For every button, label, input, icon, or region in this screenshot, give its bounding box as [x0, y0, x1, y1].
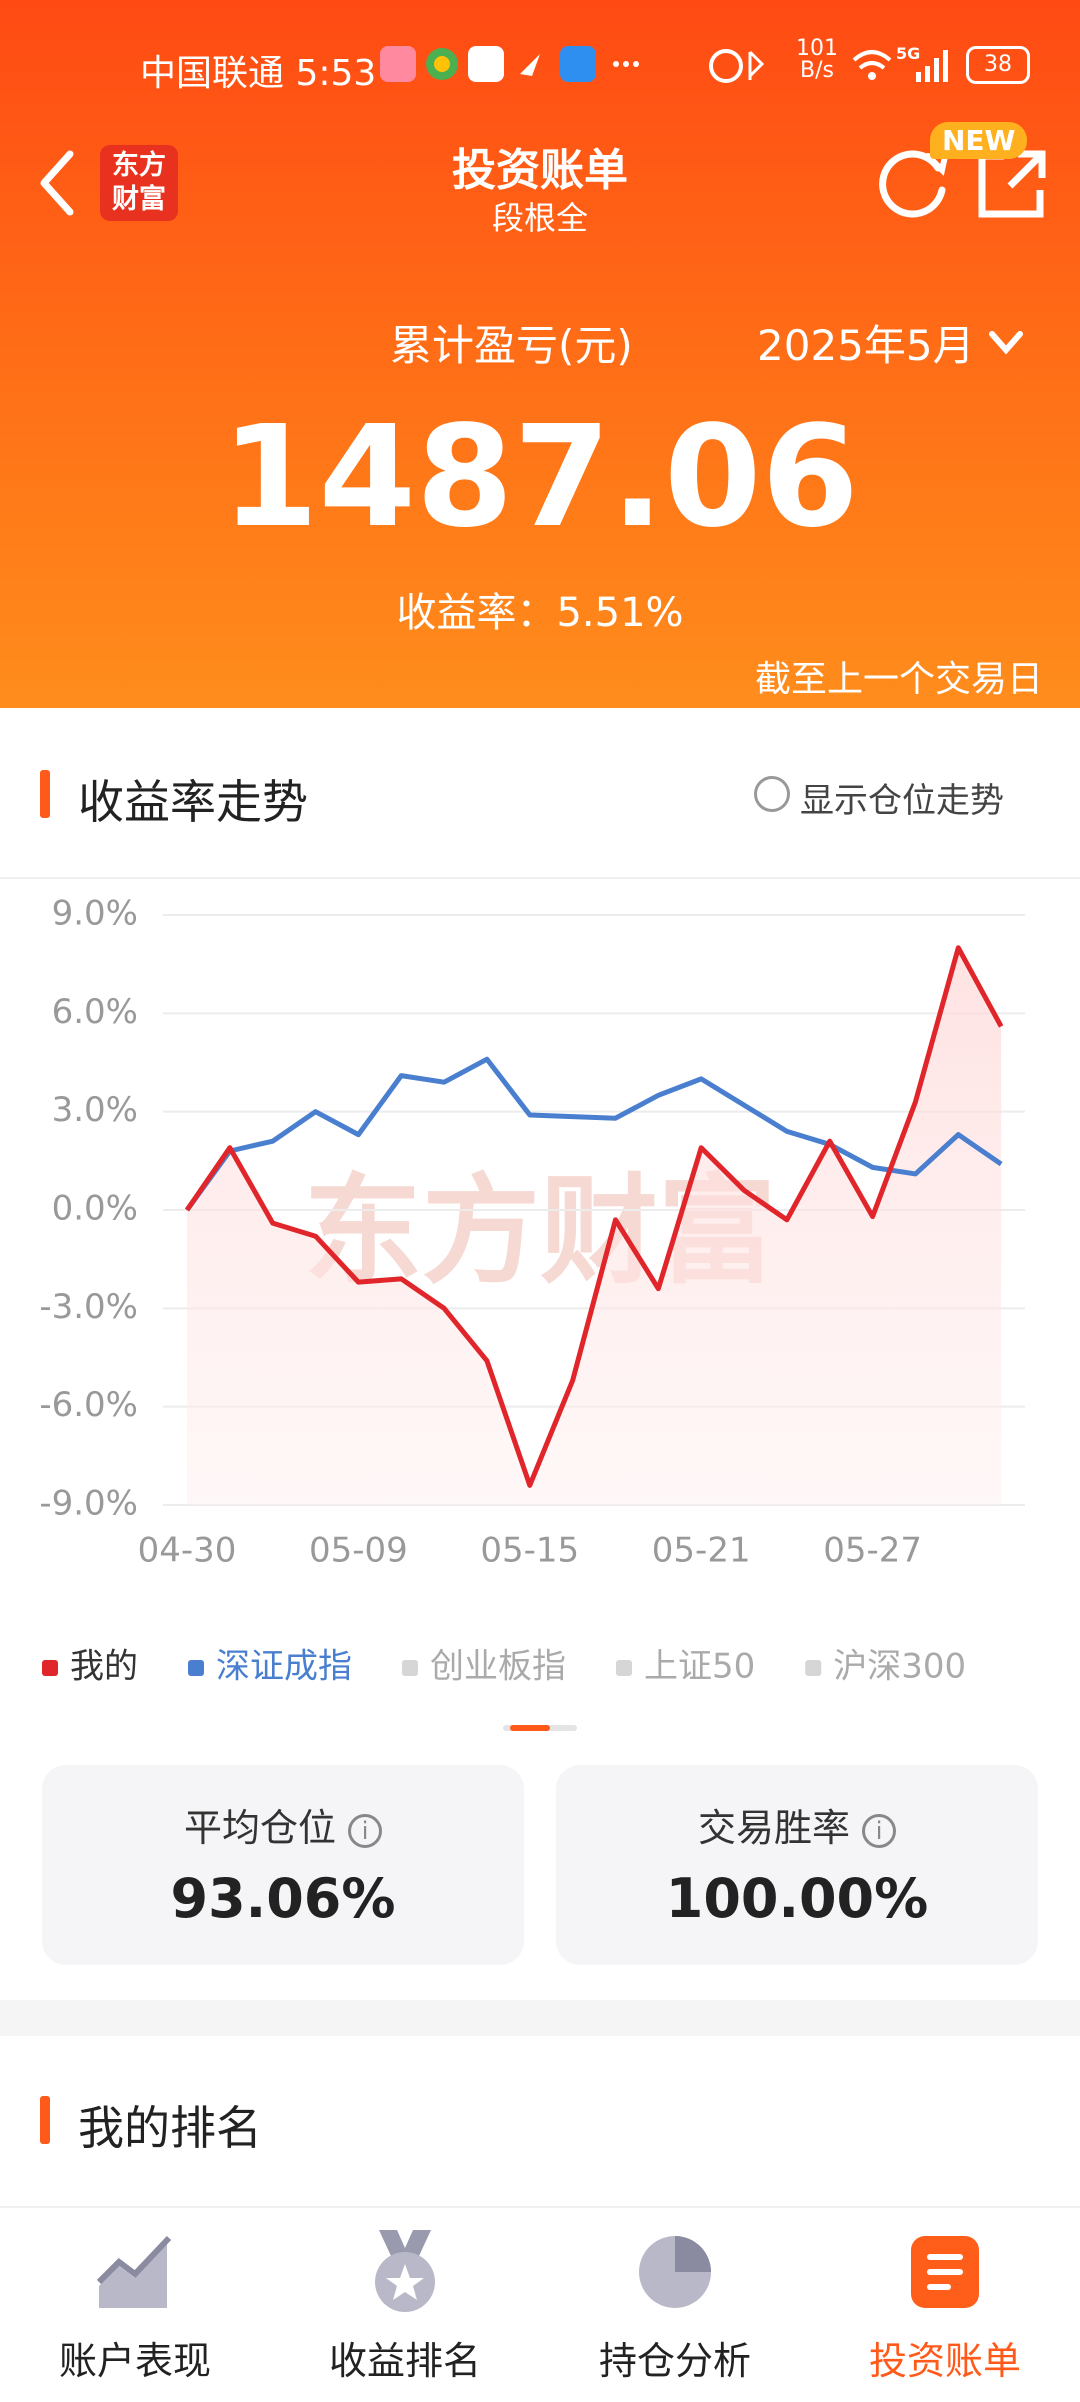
- line-area: [187, 947, 1002, 1505]
- stat-card: 交易胜率 i 100.00%: [556, 1765, 1038, 1965]
- position-toggle-radio[interactable]: [754, 776, 790, 812]
- legend-label[interactable]: 深证成指: [216, 1647, 352, 1687]
- y-tick-label: 6.0%: [52, 992, 138, 1032]
- status-system-icons: [709, 49, 765, 83]
- y-tick-label: -6.0%: [39, 1385, 138, 1425]
- month-selector[interactable]: 2025年5月: [757, 321, 975, 370]
- x-tick-label: 05-15: [480, 1531, 579, 1571]
- series-line: [184, 945, 1004, 1488]
- new-badge: NEW: [930, 122, 1028, 159]
- return-rate: 收益率：5.51%: [0, 580, 1080, 638]
- x-tick-label: 05-27: [823, 1531, 922, 1571]
- section-title: 收益率走势: [78, 775, 308, 829]
- y-tick-label: 3.0%: [52, 1090, 138, 1130]
- legend-swatch: [805, 1660, 822, 1676]
- nav-label[interactable]: 投资账单: [868, 2339, 1021, 2383]
- logo: 东方 财富: [100, 145, 178, 221]
- y-tick-label: 9.0%: [52, 894, 138, 934]
- x-tick-label: 05-09: [309, 1531, 408, 1571]
- status-app-icons: [380, 46, 639, 82]
- legend-label[interactable]: 我的: [70, 1647, 138, 1687]
- stat-value: 93.06%: [170, 1867, 396, 1930]
- nav-label[interactable]: 收益排名: [328, 2339, 481, 2383]
- battery: 38: [966, 46, 1030, 84]
- legend-swatch: [402, 1660, 418, 1676]
- legend-label[interactable]: 创业板指: [430, 1647, 566, 1687]
- stat-label-text: 平均仓位: [183, 1806, 336, 1850]
- legend-label[interactable]: 沪深300: [833, 1647, 966, 1687]
- divider: [0, 877, 1080, 879]
- summary-label: 累计盈亏(元): [390, 321, 633, 370]
- series-line: [184, 1056, 1003, 1212]
- legend-swatch: [188, 1660, 204, 1676]
- section-title: 我的排名: [78, 2101, 262, 2155]
- section-marker: [40, 770, 50, 818]
- scroll-thumb: [510, 1725, 550, 1731]
- y-tick-label: -3.0%: [39, 1287, 138, 1327]
- page-subtitle: 段根全: [491, 199, 588, 237]
- bottom-nav: [0, 2206, 1080, 2402]
- nav-icon[interactable]: [95, 2232, 175, 2312]
- x-tick-label: 05-21: [652, 1531, 751, 1571]
- section-marker: [40, 2096, 50, 2144]
- net-speed-value: 101: [796, 36, 838, 61]
- legend-fade: [960, 1640, 1030, 1696]
- nav-icon[interactable]: [905, 2232, 985, 2312]
- total-profit: 1487.06: [221, 396, 859, 559]
- header-panel: 中国联通 5:53 101 B/s 5G 38 东方 财富 投资账单 段根全 NEW…: [0, 0, 1080, 708]
- chart: 东方财富9.0%6.0%3.0%0.0%-3.0%-6.0%-9.0%04-30…: [39, 894, 1030, 1731]
- nav-label[interactable]: 账户表现: [58, 2339, 211, 2383]
- info-icon[interactable]: i: [348, 1813, 383, 1848]
- net-speed-unit: B/s: [800, 58, 834, 83]
- signal-icons: [852, 50, 948, 82]
- stat-label: 交易胜率 i: [556, 1797, 1038, 1852]
- position-toggle-label[interactable]: 显示仓位走势: [800, 781, 1004, 821]
- legend-swatch: [42, 1660, 58, 1676]
- return-label: 收益率：: [396, 590, 557, 636]
- legend-label[interactable]: 上证50: [644, 1647, 755, 1687]
- carrier-time: 中国联通 5:53: [140, 53, 377, 94]
- section-gap: [0, 2000, 1080, 2036]
- logo-line: 东方: [112, 150, 166, 181]
- net-speed: 101 B/s: [796, 38, 838, 82]
- page-title: 投资账单: [452, 145, 628, 196]
- network-type: 5G: [896, 44, 921, 63]
- stat-label-text: 交易胜率: [697, 1806, 850, 1850]
- legend-swatch: [616, 1660, 632, 1676]
- nav-label[interactable]: 持仓分析: [598, 2339, 751, 2383]
- y-tick-label: -9.0%: [39, 1484, 138, 1524]
- stat-value: 100.00%: [665, 1867, 929, 1930]
- y-tick-label: 0.0%: [52, 1189, 138, 1229]
- stat-label: 平均仓位 i: [42, 1797, 524, 1852]
- logo-line: 财富: [112, 184, 166, 215]
- inactive-legend: 创业板指 上证50 沪深300: [402, 1647, 966, 1687]
- as-of-note: 截至上一个交易日: [754, 659, 1043, 700]
- back-button[interactable]: [38, 150, 78, 216]
- month-chevron[interactable]: [988, 330, 1024, 356]
- info-icon[interactable]: i: [862, 1813, 897, 1848]
- x-tick-label: 04-30: [138, 1531, 237, 1571]
- nav-icon[interactable]: [365, 2228, 445, 2314]
- stat-card: 平均仓位 i 93.06%: [42, 1765, 524, 1965]
- return-value: 5.51%: [556, 590, 684, 636]
- nav-icon[interactable]: [635, 2232, 715, 2312]
